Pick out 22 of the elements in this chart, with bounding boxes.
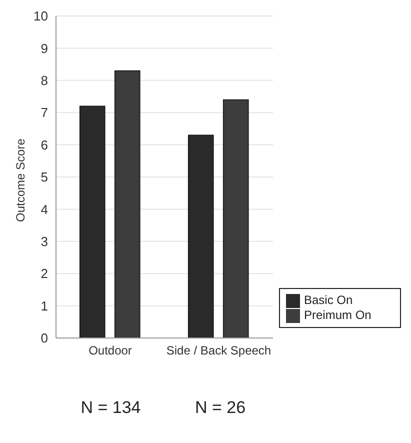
y-tick-label: 5 [40, 170, 48, 185]
legend-label: Preimum On [304, 308, 372, 322]
y-tick-label: 7 [40, 105, 48, 120]
y-tick-label: 6 [40, 137, 48, 152]
bar [114, 70, 140, 338]
bar [222, 99, 249, 338]
x-tick-label: Outdoor [88, 344, 132, 358]
bar [188, 134, 214, 338]
y-tick-label: 9 [40, 40, 48, 56]
y-tick-label: 10 [34, 8, 48, 24]
y-tick-label: 1 [40, 298, 48, 314]
y-tick-label: 0 [40, 330, 48, 346]
text: N = 26 [194, 398, 247, 418]
bar [79, 106, 106, 338]
y-axis-title: Outcome Score [13, 138, 28, 222]
y-tick-label: 3 [40, 234, 48, 250]
text: N = 134 [80, 398, 142, 418]
y-tick-label: 8 [40, 73, 48, 88]
x-tick-label: Side / Back Speech [166, 344, 272, 358]
y-tick-label: 4 [40, 202, 48, 217]
legend-label: Basic On [304, 293, 353, 308]
y-tick-label: 2 [40, 266, 48, 282]
